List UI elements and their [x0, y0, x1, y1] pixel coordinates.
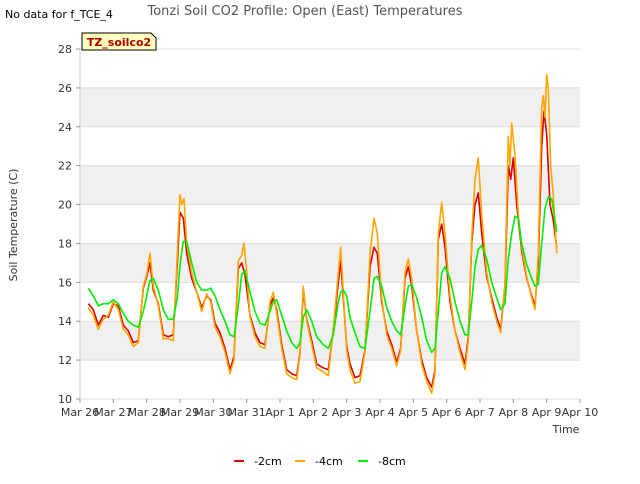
background-band [80, 165, 580, 205]
x-tick-label: Apr 2 [299, 406, 329, 419]
x-tick-label: Apr 7 [465, 406, 495, 419]
badge-label: TZ_soilco2 [87, 36, 151, 49]
y-tick-label: 28 [58, 43, 72, 56]
y-tick-label: 26 [58, 82, 72, 95]
y-tick-label: 22 [58, 160, 72, 173]
badge-box [81, 32, 157, 51]
x-tick-label: Apr 6 [432, 406, 462, 419]
x-tick-label: Mar 29 [161, 406, 199, 419]
background-bands [80, 49, 580, 399]
x-axis-label: Time [552, 423, 580, 436]
x-tick-label: Apr 5 [399, 406, 429, 419]
x-tick-label: Apr 4 [365, 406, 395, 419]
legend-label: -8cm [378, 455, 406, 468]
no-data-note: No data for f_TCE_4 [5, 8, 113, 21]
x-tick-label: Apr 1 [265, 406, 295, 419]
x-tick-label: Mar 26 [61, 406, 99, 419]
y-tick-label: 20 [58, 199, 72, 212]
y-axis-label: Soil Temperature (C) [7, 169, 20, 282]
y-tick-label: 16 [58, 276, 72, 289]
x-tick-label: Mar 27 [94, 406, 132, 419]
background-band [80, 243, 580, 283]
chart-title: Tonzi Soil CO2 Profile: Open (East) Temp… [146, 4, 462, 19]
series-line-4cm [87, 73, 558, 394]
legend-label: -2cm [254, 455, 282, 468]
legend-label: -4cm [315, 455, 343, 468]
x-tick-label: Apr 3 [332, 406, 362, 419]
x-tick-label: Mar 28 [128, 406, 166, 419]
badge: TZ_soilco2 [81, 32, 157, 51]
y-tick-label: 10 [58, 393, 72, 406]
x-tick-label: Mar 31 [228, 406, 266, 419]
x-tick-label: Apr 10 [562, 406, 599, 419]
y-tick-label: 12 [58, 354, 72, 367]
y-axis-ticks: 10 12 14 16 18 20 22 24 26 28 [58, 43, 580, 406]
y-tick-label: 14 [58, 315, 72, 328]
series-line-8cm [87, 196, 558, 354]
legend: -2cm -4cm -8cm [234, 455, 406, 468]
y-tick-label: 24 [58, 121, 72, 134]
x-tick-label: Apr 9 [532, 406, 562, 419]
background-band [80, 87, 580, 127]
x-tick-label: Apr 8 [499, 406, 529, 419]
x-tick-label: Mar 30 [194, 406, 232, 419]
y-tick-label: 18 [58, 237, 72, 250]
series-lines [87, 73, 558, 394]
